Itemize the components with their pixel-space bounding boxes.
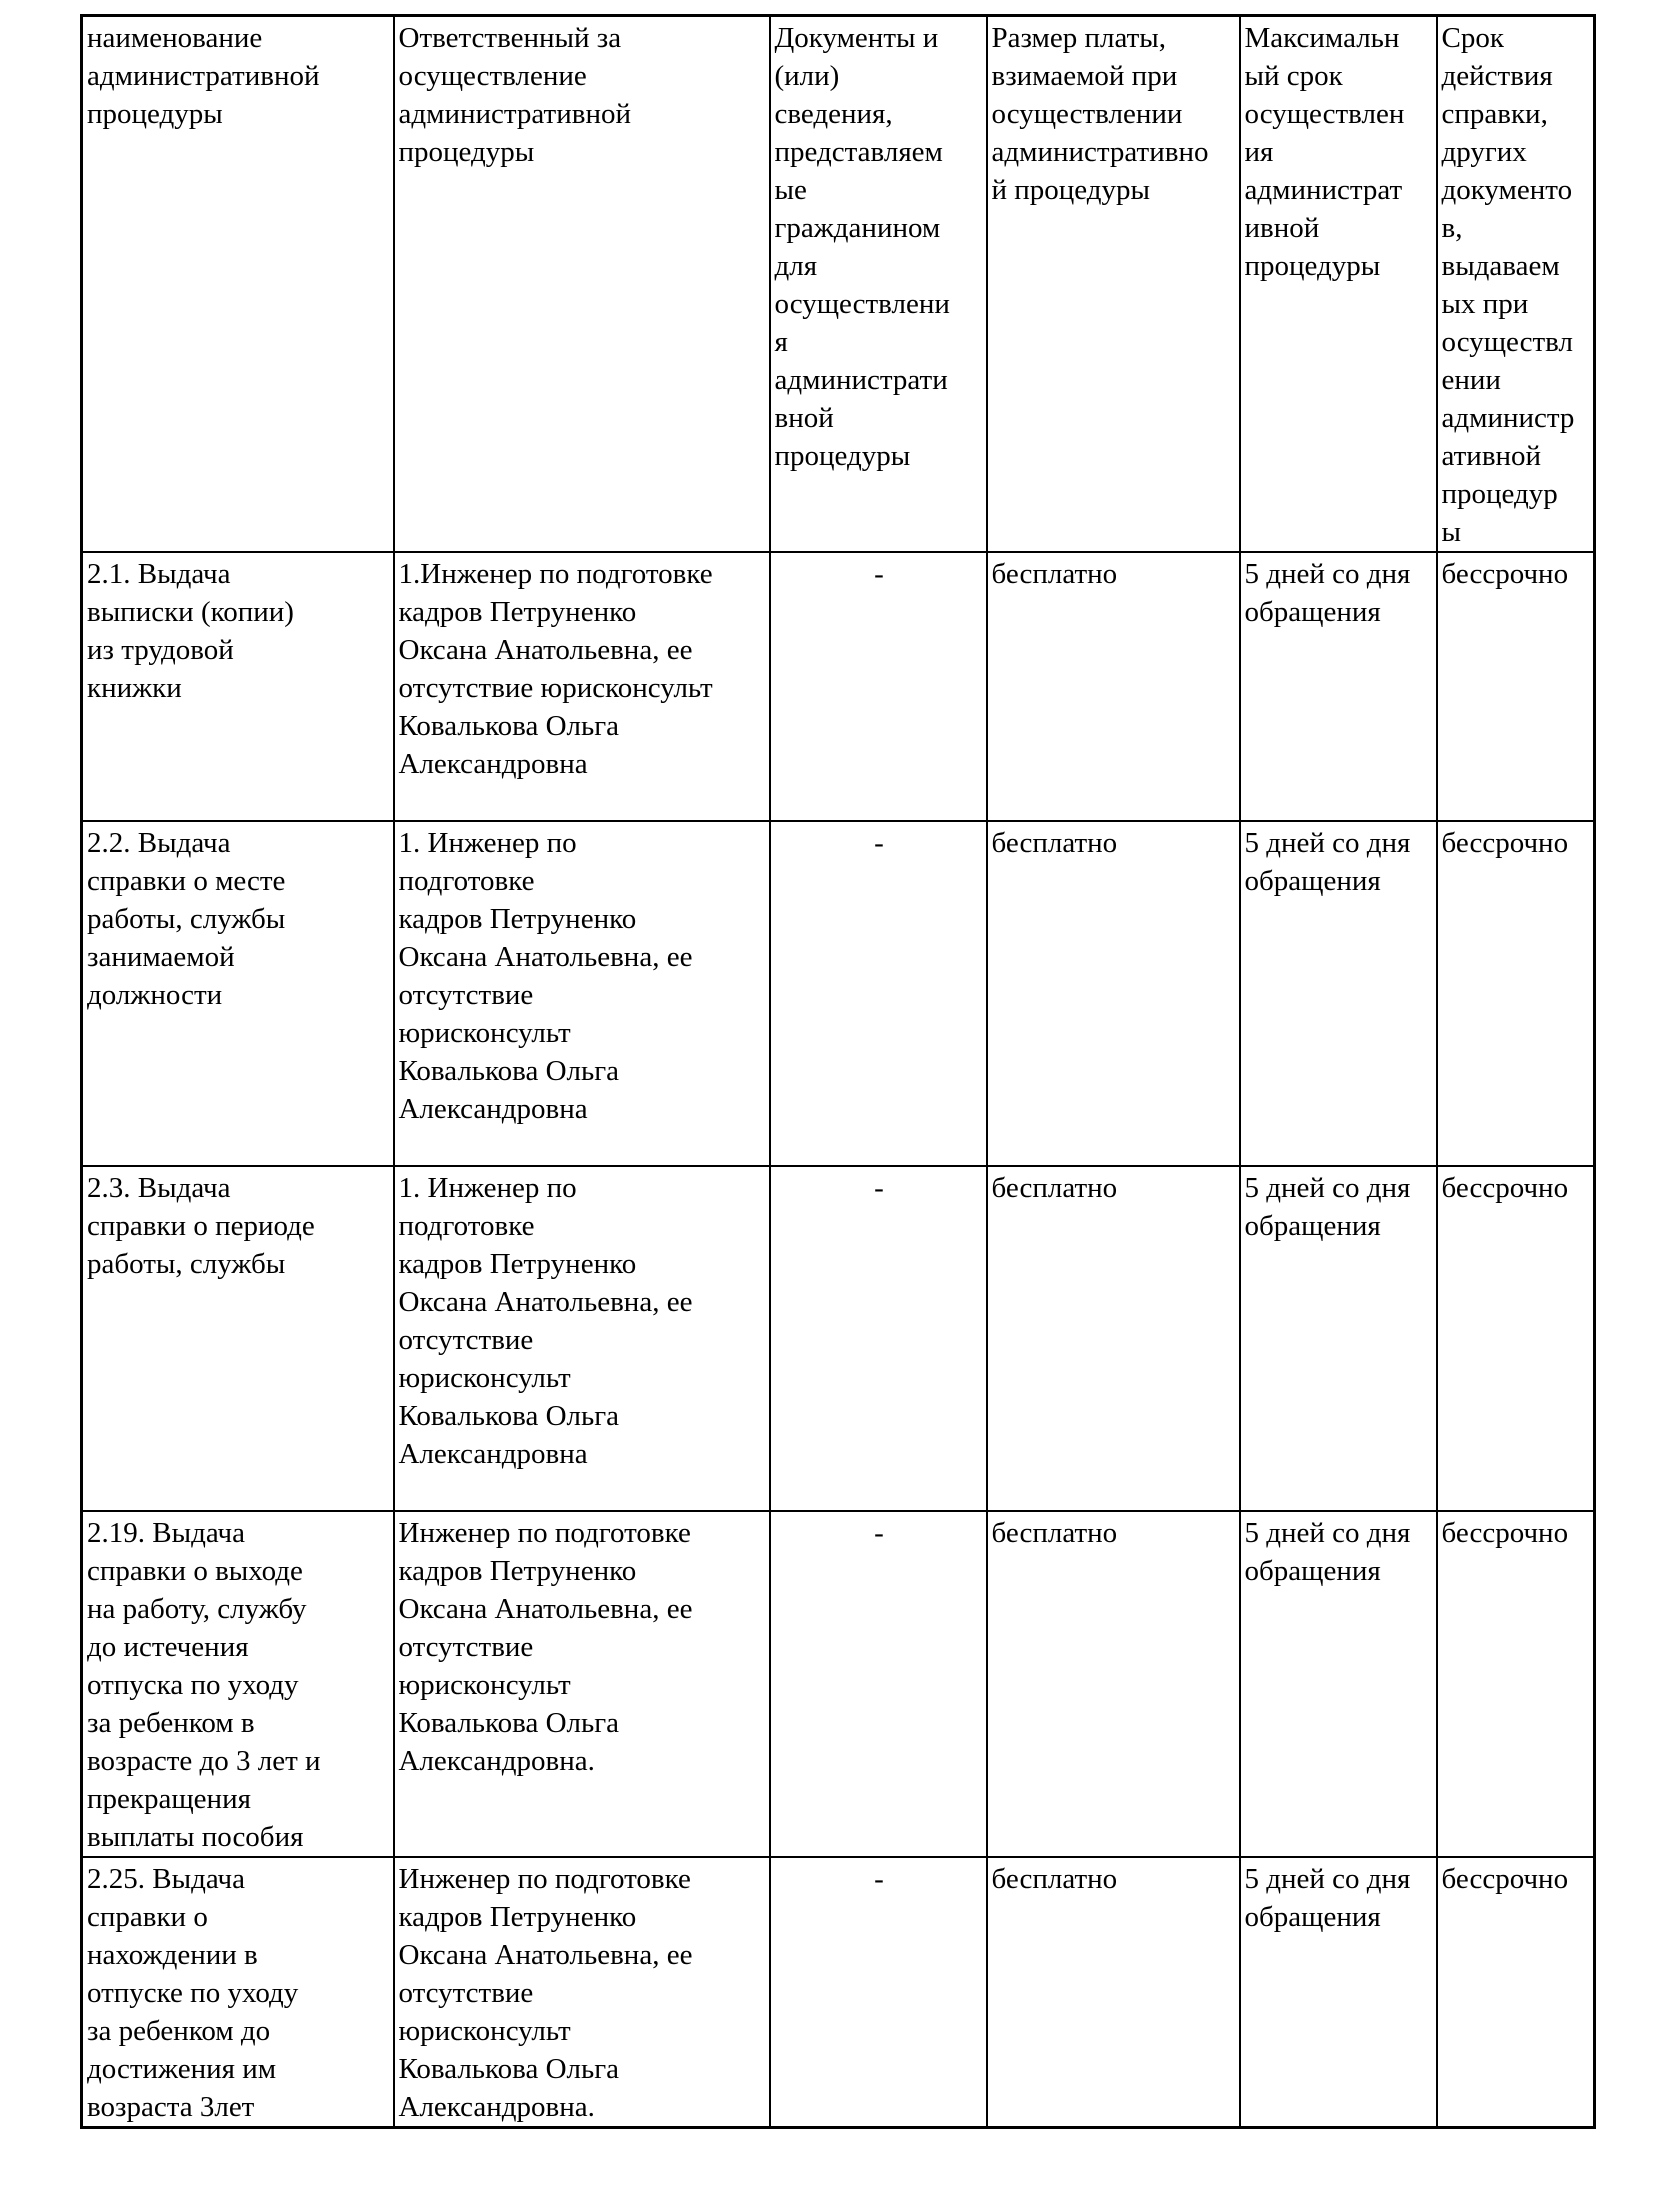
table-header-row: наименование административной процедуры …: [80, 14, 1596, 553]
cell-responsible: 1.Инженер по подготовке кадров Петруненк…: [392, 551, 771, 822]
cell-max-term: 5 дней со дня обращения: [1238, 1856, 1438, 2129]
cell-fee: бесплатно: [985, 820, 1241, 1167]
cell-max-term: 5 дней со дня обращения: [1238, 551, 1438, 822]
cell-documents: -: [768, 1165, 988, 1512]
cell-responsible: Инженер по подготовке кадров Петруненко …: [392, 1856, 771, 2129]
administrative-procedures-table: наименование административной процедуры …: [80, 14, 1596, 2129]
cell-documents: -: [768, 1510, 988, 1858]
cell-documents: -: [768, 551, 988, 822]
cell-responsible: Инженер по подготовке кадров Петруненко …: [392, 1510, 771, 1858]
table-row: 2.25. Выдача справки о нахождении в отпу…: [80, 1856, 1596, 2129]
cell-documents: -: [768, 1856, 988, 2129]
cell-responsible: 1. Инженер по подготовке кадров Петрунен…: [392, 820, 771, 1167]
table-row: 2.3. Выдача справки о периоде работы, сл…: [80, 1165, 1596, 1512]
cell-procedure-name: 2.19. Выдача справки о выходе на работу,…: [80, 1510, 395, 1858]
cell-validity: бессрочно: [1435, 1510, 1596, 1858]
cell-procedure-name: 2.3. Выдача справки о периоде работы, сл…: [80, 1165, 395, 1512]
cell-fee: бесплатно: [985, 1856, 1241, 2129]
cell-max-term: 5 дней со дня обращения: [1238, 1510, 1438, 1858]
cell-validity: бессрочно: [1435, 1165, 1596, 1512]
cell-procedure-name: 2.25. Выдача справки о нахождении в отпу…: [80, 1856, 395, 2129]
cell-fee: бесплатно: [985, 1165, 1241, 1512]
cell-documents: -: [768, 820, 988, 1167]
header-fee: Размер платы, взимаемой при осуществлени…: [985, 14, 1241, 553]
cell-fee: бесплатно: [985, 551, 1241, 822]
cell-procedure-name: 2.2. Выдача справки о месте работы, служ…: [80, 820, 395, 1167]
cell-fee: бесплатно: [985, 1510, 1241, 1858]
cell-procedure-name: 2.1. Выдача выписки (копии) из трудовой …: [80, 551, 395, 822]
cell-max-term: 5 дней со дня обращения: [1238, 1165, 1438, 1512]
cell-validity: бессрочно: [1435, 820, 1596, 1167]
table-row: 2.2. Выдача справки о месте работы, служ…: [80, 820, 1596, 1167]
cell-validity: бессрочно: [1435, 1856, 1596, 2129]
cell-responsible: 1. Инженер по подготовке кадров Петрунен…: [392, 1165, 771, 1512]
header-max-term: Максимальн ый срок осуществлен ия админи…: [1238, 14, 1438, 553]
header-procedure-name: наименование административной процедуры: [80, 14, 395, 553]
cell-max-term: 5 дней со дня обращения: [1238, 820, 1438, 1167]
header-responsible: Ответственный за осуществление администр…: [392, 14, 771, 553]
table-row: 2.19. Выдача справки о выходе на работу,…: [80, 1510, 1596, 1858]
table-row: 2.1. Выдача выписки (копии) из трудовой …: [80, 551, 1596, 822]
header-documents: Документы и (или) сведения, представляем…: [768, 14, 988, 553]
cell-validity: бессрочно: [1435, 551, 1596, 822]
header-validity: Срок действия справки, других документо …: [1435, 14, 1596, 553]
